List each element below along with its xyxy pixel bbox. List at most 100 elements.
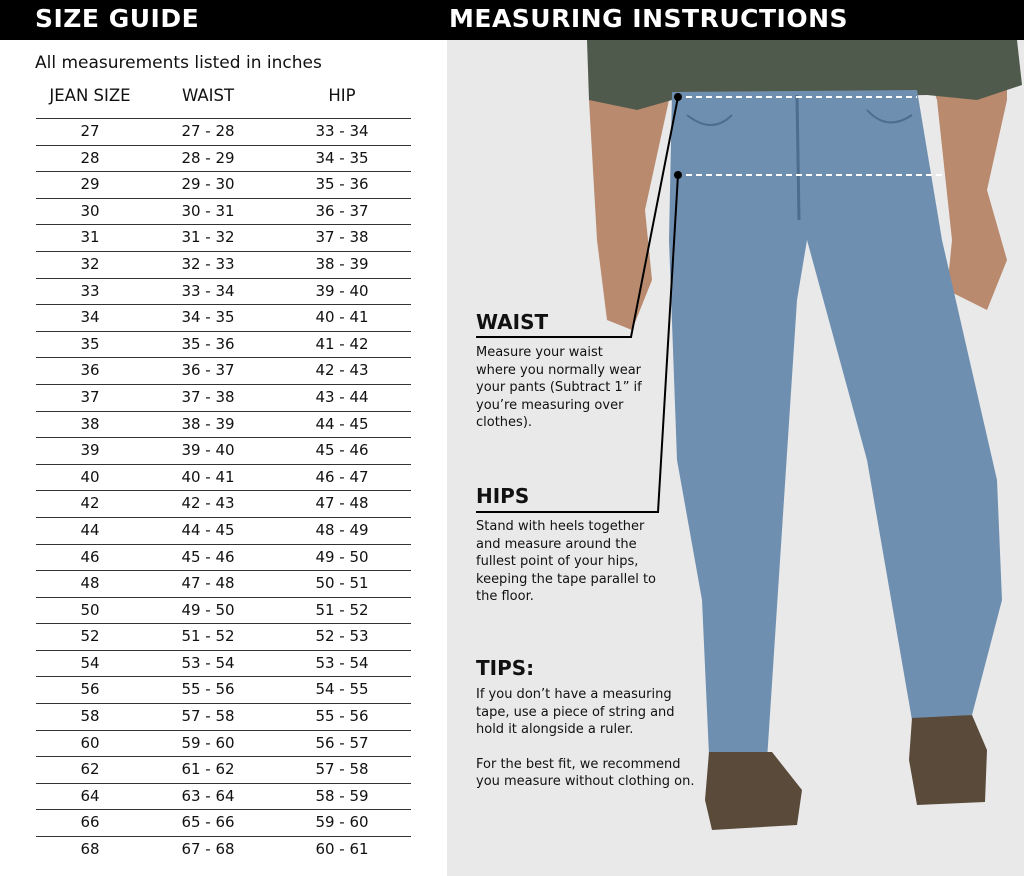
table-row: 66 65 - 66 59 - 60	[36, 809, 411, 836]
table-row: 29 29 - 30 35 - 36	[36, 171, 411, 198]
table-row: 39 39 - 40 45 - 46	[36, 437, 411, 464]
table-row: 68 67 - 68 60 - 61	[36, 836, 411, 863]
table-row: 54 53 - 54 53 - 54	[36, 649, 411, 677]
table-row: 28 28 - 29 34 - 35	[36, 144, 411, 172]
table-row: 60 59 - 60 56 - 57	[36, 729, 411, 757]
hip-cell: 44 - 45	[315, 414, 369, 433]
jean-size-cell: 44	[80, 520, 100, 539]
tips-text-2: For the best fit, we recommend you measu…	[476, 756, 695, 790]
table-row: 27 27 - 28 33 - 34	[36, 118, 411, 145]
hip-cell: 46 - 47	[315, 467, 369, 486]
jean-size-cell: 31	[80, 228, 100, 247]
hip-cell: 33 - 34	[315, 122, 369, 140]
header-bar: SIZE GUIDE MEASURING INSTRUCTIONS	[0, 0, 1024, 40]
jean-size-cell: 37	[80, 387, 100, 406]
jean-size-cell: 36	[80, 361, 100, 380]
hip-cell: 38 - 39	[315, 254, 369, 273]
size-guide-panel	[0, 40, 447, 876]
waist-cell: 40 - 41	[181, 467, 235, 486]
jean-size-cell: 58	[80, 707, 100, 726]
hip-cell: 41 - 42	[315, 334, 369, 353]
waist-cell: 31 - 32	[181, 228, 235, 247]
hip-cell: 42 - 43	[315, 361, 369, 380]
waist-cell: 32 - 33	[181, 254, 235, 273]
table-row: 36 36 - 37 42 - 43	[36, 357, 411, 384]
jean-size-cell: 46	[80, 547, 100, 566]
hip-cell: 59 - 60	[315, 813, 369, 832]
hip-cell: 35 - 36	[315, 175, 369, 194]
waist-cell: 61 - 62	[181, 760, 235, 779]
jean-size-cell: 33	[80, 281, 100, 300]
table-row: 32 32 - 33 38 - 39	[36, 250, 411, 278]
jean-size-cell: 68	[80, 840, 100, 859]
hip-cell: 55 - 56	[315, 707, 369, 726]
hips-section: HIPS Stand with heels together and measu…	[476, 484, 716, 606]
hip-cell: 36 - 37	[315, 201, 369, 220]
hip-cell: 58 - 59	[315, 786, 369, 805]
right-shoe	[909, 715, 987, 805]
waist-cell: 27 - 28	[181, 122, 235, 140]
table-row: 52 51 - 52 52 - 53	[36, 623, 411, 650]
hip-cell: 56 - 57	[315, 733, 369, 752]
table-row: 46 45 - 46 49 - 50	[36, 543, 411, 571]
hip-cell: 53 - 54	[315, 653, 369, 672]
jean-size-cell: 28	[80, 148, 100, 167]
measuring-instructions-title: MEASURING INSTRUCTIONS	[449, 4, 849, 33]
column-header-hip: HIP	[328, 86, 356, 105]
waist-cell: 36 - 37	[181, 361, 235, 380]
table-row: 50 49 - 50 51 - 52	[36, 596, 411, 624]
jean-size-cell: 54	[80, 653, 100, 672]
table-row: 48 47 - 48 50 - 51	[36, 570, 411, 597]
jean-size-cell: 66	[80, 813, 100, 832]
waist-cell: 55 - 56	[181, 680, 235, 699]
tips-section: TIPS: If you don’t have a measuring tape…	[476, 656, 716, 791]
waist-cell: 63 - 64	[181, 786, 235, 805]
waist-cell: 57 - 58	[181, 707, 235, 726]
waist-cell: 51 - 52	[181, 627, 235, 646]
jean-size-cell: 52	[80, 627, 100, 646]
table-row: 44 44 - 45 48 - 49	[36, 516, 411, 544]
hip-cell: 57 - 58	[315, 760, 369, 779]
waist-cell: 67 - 68	[181, 840, 235, 859]
jean-size-cell: 60	[80, 733, 100, 752]
left-shoe	[705, 752, 802, 830]
hips-text: Stand with heels together and measure ar…	[476, 519, 657, 604]
table-row: 40 40 - 41 46 - 47	[36, 463, 411, 491]
waist-cell: 59 - 60	[181, 733, 235, 752]
waist-cell: 42 - 43	[181, 494, 235, 513]
hip-cell: 40 - 41	[315, 308, 369, 327]
hip-cell: 50 - 51	[315, 574, 369, 593]
hip-cell: 51 - 52	[315, 600, 369, 619]
waist-cell: 29 - 30	[181, 175, 235, 194]
waist-cell: 65 - 66	[181, 813, 235, 832]
hip-cell: 52 - 53	[315, 627, 369, 646]
waist-section: WAIST Measure your waist where you norma…	[476, 310, 716, 432]
waist-cell: 44 - 45	[181, 520, 235, 539]
jeans	[669, 90, 1002, 760]
jean-size-cell: 35	[80, 334, 100, 353]
jean-size-cell: 40	[80, 467, 100, 486]
jean-size-cell: 27	[80, 122, 100, 140]
table-row: 64 63 - 64 58 - 59	[36, 782, 411, 810]
table-row: 38 38 - 39 44 - 45	[36, 410, 411, 438]
table-row: 58 57 - 58 55 - 56	[36, 703, 411, 730]
waist-cell: 28 - 29	[181, 148, 235, 167]
table-row: 30 30 - 31 36 - 37	[36, 197, 411, 225]
table-header: JEAN SIZE WAIST HIP	[36, 86, 411, 116]
table-row: 33 33 - 34 39 - 40	[36, 277, 411, 305]
jean-size-cell: 64	[80, 786, 100, 805]
hip-cell: 47 - 48	[315, 494, 369, 513]
size-guide-title: SIZE GUIDE	[35, 4, 200, 33]
jean-size-cell: 48	[80, 574, 100, 593]
right-arm	[917, 40, 1007, 310]
table-row: 62 61 - 62 57 - 58	[36, 756, 411, 783]
waist-heading: WAIST	[476, 310, 549, 334]
column-header-waist: WAIST	[181, 86, 235, 105]
waist-cell: 47 - 48	[181, 574, 235, 593]
hips-heading: HIPS	[476, 484, 530, 508]
jean-size-cell: 39	[80, 441, 100, 460]
waist-cell: 34 - 35	[181, 308, 235, 327]
waist-cell: 38 - 39	[181, 414, 235, 433]
hip-cell: 39 - 40	[315, 281, 369, 300]
jean-size-cell: 38	[80, 414, 100, 433]
